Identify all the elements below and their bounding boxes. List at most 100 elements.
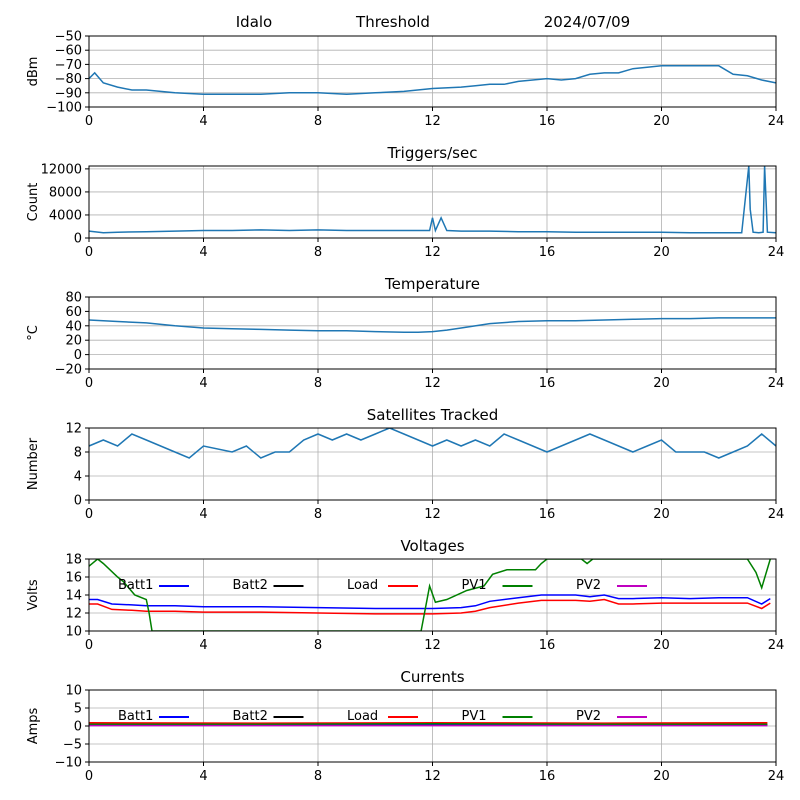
legend-label-load: Load bbox=[347, 709, 378, 724]
x-tick-label: 4 bbox=[199, 245, 207, 260]
header-mode: Threshold bbox=[355, 13, 430, 31]
x-tick-label: 20 bbox=[653, 638, 670, 653]
x-tick-label: 20 bbox=[653, 376, 670, 391]
x-tick-label: 12 bbox=[424, 638, 441, 653]
series-line-load bbox=[89, 598, 771, 615]
legend-label-batt2: Batt2 bbox=[233, 709, 268, 724]
y-tick-label: −100 bbox=[46, 101, 82, 116]
x-tick-label: 4 bbox=[199, 638, 207, 653]
y-tick-label: −50 bbox=[55, 30, 82, 45]
chart-title: Triggers/sec bbox=[387, 144, 478, 162]
y-tick-label: 16 bbox=[65, 571, 82, 586]
y-tick-label: 80 bbox=[65, 291, 82, 306]
y-tick-label: 5 bbox=[74, 702, 82, 717]
y-tick-label: 14 bbox=[65, 589, 82, 604]
series-line bbox=[89, 317, 776, 334]
y-tick-label: −20 bbox=[55, 363, 82, 378]
y-tick-label: −60 bbox=[55, 44, 82, 59]
series-line bbox=[89, 166, 776, 234]
x-tick-label: 8 bbox=[314, 376, 322, 391]
x-tick-label: 20 bbox=[653, 769, 670, 784]
y-axis-label: °C bbox=[26, 325, 41, 341]
x-tick-label: 24 bbox=[768, 245, 785, 260]
y-axis-label: Amps bbox=[26, 707, 41, 744]
x-tick-label: 4 bbox=[199, 507, 207, 522]
series-line-pv1 bbox=[89, 559, 772, 631]
y-tick-label: 10 bbox=[65, 625, 82, 640]
chart-title: Satellites Tracked bbox=[367, 406, 498, 424]
legend-label-pv1: PV1 bbox=[462, 578, 487, 593]
series-line bbox=[89, 65, 776, 95]
y-tick-label: 4 bbox=[74, 470, 82, 485]
legend-label-pv1: PV1 bbox=[462, 709, 487, 724]
x-tick-label: 16 bbox=[539, 245, 556, 260]
x-tick-label: 24 bbox=[768, 769, 785, 784]
x-tick-label: 8 bbox=[314, 769, 322, 784]
panel-5: 0 4 8 12 16 20 24 10 12 14 16 18 Voltages Volts Batt1 B… bbox=[26, 537, 784, 653]
legend-label-pv2: PV2 bbox=[576, 578, 601, 593]
y-tick-label: 40 bbox=[65, 319, 82, 334]
y-tick-label: 0 bbox=[74, 720, 82, 735]
x-tick-label: 4 bbox=[199, 376, 207, 391]
y-axis-label: Number bbox=[26, 437, 41, 490]
x-tick-label: 16 bbox=[539, 376, 556, 391]
x-tick-label: 8 bbox=[314, 507, 322, 522]
legend-label-load: Load bbox=[347, 578, 378, 593]
legend-label-batt1: Batt1 bbox=[118, 709, 153, 724]
x-tick-label: 0 bbox=[85, 376, 93, 391]
y-tick-label: 0 bbox=[74, 494, 82, 509]
y-tick-label: 0 bbox=[74, 232, 82, 247]
y-tick-label: 10 bbox=[65, 684, 82, 699]
x-tick-label: 16 bbox=[539, 114, 556, 129]
panel-6: 0 4 8 12 16 20 24 −10 −5 0 5 10 Currents Amps Batt1 Bat… bbox=[26, 668, 784, 784]
y-tick-label: 12000 bbox=[41, 162, 82, 177]
y-tick-label: 4000 bbox=[49, 208, 82, 223]
x-tick-label: 12 bbox=[424, 376, 441, 391]
header-date: 2024/07/09 bbox=[544, 13, 630, 31]
x-tick-label: 0 bbox=[85, 245, 93, 260]
y-tick-label: −90 bbox=[55, 86, 82, 101]
x-tick-label: 8 bbox=[314, 245, 322, 260]
y-tick-label: −10 bbox=[55, 756, 82, 771]
panel-2: 0 4 8 12 16 20 24 0 4000 8000 12000 Triggers/sec Cou… bbox=[26, 144, 784, 260]
series-line bbox=[89, 428, 776, 459]
y-tick-label: 12 bbox=[65, 607, 82, 622]
y-axis-label: Count bbox=[26, 183, 41, 222]
x-tick-label: 24 bbox=[768, 507, 785, 522]
y-tick-label: −70 bbox=[55, 58, 82, 73]
x-tick-label: 0 bbox=[85, 507, 93, 522]
panel-4: 0 4 8 12 16 20 24 0 4 8 12 Satellites Tracked Number bbox=[26, 406, 784, 522]
header-station: Idalo bbox=[236, 13, 272, 31]
x-tick-label: 8 bbox=[314, 638, 322, 653]
x-tick-label: 0 bbox=[85, 769, 93, 784]
x-tick-label: 12 bbox=[424, 507, 441, 522]
y-tick-label: 20 bbox=[65, 334, 82, 349]
y-axis-label: Volts bbox=[26, 579, 41, 611]
x-tick-label: 24 bbox=[768, 114, 785, 129]
y-tick-label: 8000 bbox=[49, 185, 82, 200]
y-tick-label: 18 bbox=[65, 553, 82, 568]
y-tick-label: −5 bbox=[63, 738, 82, 753]
y-tick-label: 60 bbox=[65, 305, 82, 320]
panel-1: 0 4 8 12 16 20 24 −100−90−80−70−60−50 dBm bbox=[26, 30, 784, 130]
x-tick-label: 4 bbox=[199, 114, 207, 129]
x-tick-label: 12 bbox=[424, 245, 441, 260]
y-tick-label: 8 bbox=[74, 446, 82, 461]
x-tick-label: 0 bbox=[85, 114, 93, 129]
x-tick-label: 24 bbox=[768, 638, 785, 653]
y-tick-label: 12 bbox=[65, 422, 82, 437]
legend-label-batt2: Batt2 bbox=[233, 578, 268, 593]
chart-title: Temperature bbox=[384, 275, 480, 293]
x-tick-label: 20 bbox=[653, 114, 670, 129]
x-tick-label: 24 bbox=[768, 376, 785, 391]
x-tick-label: 4 bbox=[199, 769, 207, 784]
x-tick-label: 20 bbox=[653, 507, 670, 522]
x-tick-label: 12 bbox=[424, 114, 441, 129]
chart-title: Voltages bbox=[400, 537, 464, 555]
y-axis-label: dBm bbox=[26, 57, 41, 87]
legend-label-batt1: Batt1 bbox=[118, 578, 153, 593]
x-tick-label: 16 bbox=[539, 769, 556, 784]
